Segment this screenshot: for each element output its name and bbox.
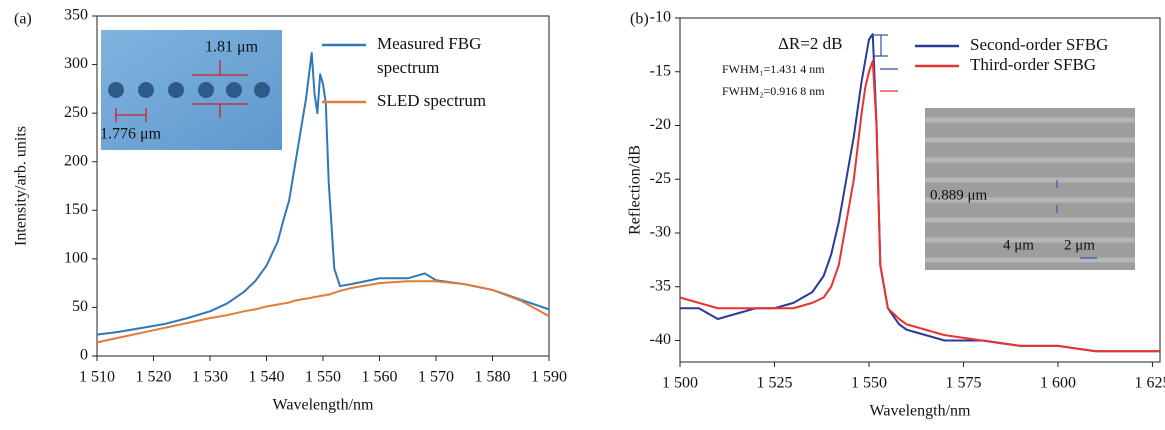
panel-label: (b) xyxy=(630,11,649,28)
series-line xyxy=(96,51,550,336)
annotation: FWHM₁=1.431 4 nm xyxy=(722,62,825,76)
y-tick-label: -25 xyxy=(650,170,671,187)
legend-label: SLED spectrum xyxy=(377,91,486,110)
y-tick-label: 50 xyxy=(72,298,88,315)
annotation: ΔR=2 dB xyxy=(778,34,842,53)
x-tick-label: 1 500 xyxy=(662,375,698,392)
y-tick-label: 350 xyxy=(64,7,88,24)
y-tick-label: 200 xyxy=(64,152,88,169)
series-line xyxy=(679,60,1160,353)
x-tick-label: 1 550 xyxy=(305,369,341,386)
x-axis-label: Wavelength/nm xyxy=(870,403,971,420)
legend-label: Second-order SFBG xyxy=(970,35,1108,54)
y-tick-label: 150 xyxy=(64,201,88,218)
x-tick-label: 1 590 xyxy=(531,369,567,386)
x-tick-label: 1 510 xyxy=(79,369,115,386)
y-tick-label: 100 xyxy=(64,250,88,267)
series-line xyxy=(96,280,550,344)
x-tick-label: 1 540 xyxy=(249,369,285,386)
legend-label: Third-order SFBG xyxy=(970,55,1096,74)
x-tick-label: 1 625 xyxy=(1134,375,1165,392)
x-tick-label: 1 570 xyxy=(418,369,454,386)
x-tick-label: 1 560 xyxy=(362,369,398,386)
x-tick-label: 1 575 xyxy=(945,375,981,392)
y-tick-label: -35 xyxy=(650,277,671,294)
y-tick-label: -40 xyxy=(650,331,671,348)
y-tick-label: -20 xyxy=(650,116,671,133)
inset-b xyxy=(925,108,1135,270)
annotation: 1.776 μm xyxy=(100,126,162,143)
x-axis-label: Wavelength/nm xyxy=(273,397,374,414)
y-tick-label: -30 xyxy=(650,224,671,241)
inset-a xyxy=(101,30,282,150)
x-tick-label: 1 550 xyxy=(851,375,887,392)
annotation: 4 μm xyxy=(1003,237,1034,253)
annotation: 2 μm xyxy=(1064,237,1095,253)
annotation: 1.81 μm xyxy=(205,39,259,56)
dr-marker xyxy=(874,34,898,92)
plot-frame xyxy=(679,17,1161,363)
y-tick-label: -15 xyxy=(650,62,671,79)
x-tick-label: 1 600 xyxy=(1040,375,1076,392)
x-tick-label: 1 525 xyxy=(756,375,792,392)
panel-label: (a) xyxy=(14,11,32,28)
y-tick-label: 250 xyxy=(64,104,88,121)
y-axis-label: Intensity/arb. units xyxy=(13,126,30,246)
annotation: FWHM₂=0.916 8 nm xyxy=(722,84,825,98)
y-axis-label: Reflection/dB xyxy=(627,145,644,235)
y-tick-label: 300 xyxy=(64,55,88,72)
y-tick-label: -10 xyxy=(650,9,671,26)
x-tick-label: 1 580 xyxy=(475,369,511,386)
y-tick-label: 0 xyxy=(80,347,88,364)
annotation: 0.889 μm xyxy=(930,187,988,203)
x-tick-label: 1 530 xyxy=(192,369,228,386)
legend-label: Measured FBG spectrum xyxy=(377,34,486,77)
x-tick-label: 1 520 xyxy=(136,369,172,386)
